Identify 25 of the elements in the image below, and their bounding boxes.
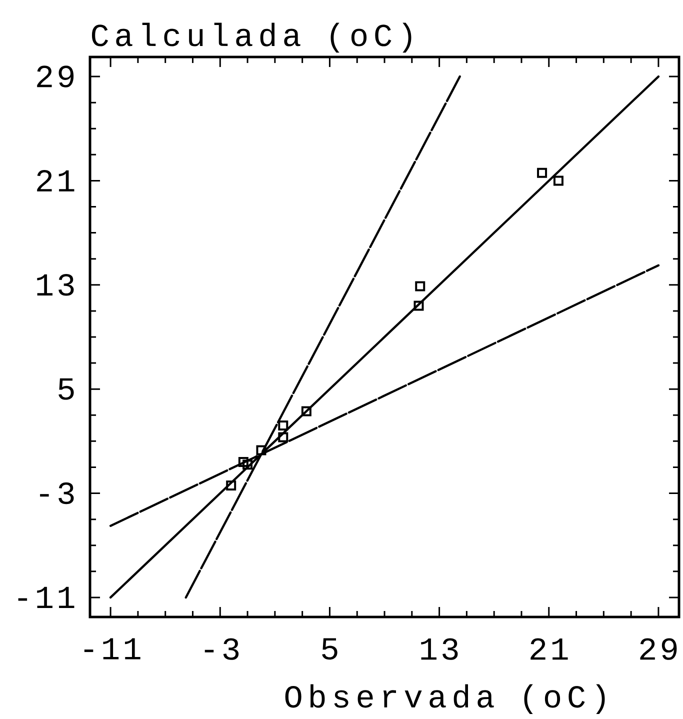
y-tick-label: -3: [40, 482, 74, 504]
y-tick-label: 13: [37, 274, 74, 296]
point: [278, 432, 288, 442]
point: [537, 168, 548, 178]
y-tick-label: 5: [58, 378, 74, 400]
y-axis-title: Calculada (oC): [92, 22, 412, 53]
x-tick-label: -3: [204, 638, 239, 660]
point: [256, 445, 266, 456]
point: [278, 420, 288, 431]
point: [415, 281, 426, 292]
y-tick-label: 21: [37, 170, 74, 192]
point: [242, 460, 253, 470]
x-axis-title: Observada (oC): [285, 684, 605, 714]
y-tick-label: -11: [18, 586, 74, 608]
point: [238, 457, 248, 468]
x-tick-label: 13: [421, 638, 458, 660]
point: [301, 406, 312, 416]
x-tick-label: 29: [640, 638, 677, 660]
point: [553, 176, 564, 186]
y-tick-label: 29: [37, 66, 74, 88]
point: [226, 480, 236, 490]
x-tick-label: -11: [84, 638, 140, 660]
x-tick-label: 21: [530, 638, 568, 660]
x-tick-label: 5: [322, 638, 338, 660]
point: [414, 300, 424, 311]
